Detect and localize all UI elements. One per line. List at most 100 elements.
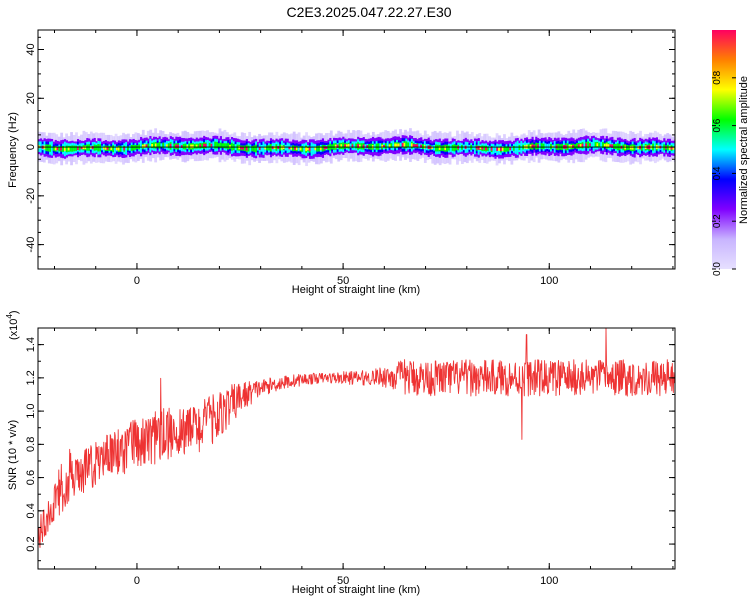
spectrogram-peak-cell (577, 144, 581, 148)
spectrogram-peak-cell (199, 144, 202, 148)
spectrogram-cell (590, 141, 594, 148)
spectrogram-cell (160, 143, 163, 148)
spectrogram-peak-cell (589, 143, 592, 146)
spectrogram-peak-cell (273, 146, 276, 149)
spectrogram-cell (75, 145, 78, 151)
snr-multiplier-base: (x10 (8, 319, 20, 340)
spectrogram-peak-cell (531, 144, 534, 149)
spectrogram-cell (164, 142, 167, 149)
spectrogram-peak-cell (67, 147, 70, 151)
spectrogram-cell (149, 141, 152, 150)
spectrogram-cell (442, 145, 445, 152)
spectrogram-peak-cell (117, 147, 120, 151)
spectrogram-cell (360, 143, 363, 150)
snr-panel: 0 50 100 0.2 0.4 0.6 0.8 1.0 1.2 1.4 Height of st… (5, 310, 676, 596)
spectrogram-peak-cell (637, 146, 640, 150)
spectrogram-cell (158, 141, 161, 149)
spectrogram-cell (433, 145, 436, 151)
spectrogram-cell (101, 145, 104, 151)
spectrogram-peak-cell (314, 147, 317, 151)
spectrogram-peak-cell (533, 145, 536, 148)
spectrogram-cell (440, 145, 443, 151)
snr-x-tick-label: 50 (337, 575, 349, 587)
spectrogram-peak-cell (56, 147, 59, 151)
spectrogram-peak-cell (416, 144, 419, 148)
spectrogram-peak-cell (242, 146, 245, 150)
spectrogram-peak-cell (210, 143, 213, 147)
spectrogram-cell (455, 144, 458, 151)
spectrogram-peak-cell (191, 144, 195, 149)
spectrogram-peak-cell (307, 147, 310, 151)
spectrogram-peak-cell (110, 147, 113, 150)
spectrogram-axes: 0 50 100 40 20 0 -20 -40 (25, 30, 675, 287)
spectrogram-cell (49, 144, 52, 152)
spectrogram-peak-cell (358, 144, 362, 148)
spectrogram-peak-cell (431, 146, 434, 149)
spectrogram-cell (627, 145, 631, 150)
spectrogram-cell (208, 142, 211, 148)
spectrogram-cell (390, 143, 393, 148)
spectrogram-peak-cell (490, 147, 493, 151)
spectrogram-peak-cell (340, 144, 343, 148)
spectrogram-cell (576, 143, 579, 149)
spectrogram-cell (221, 143, 224, 148)
spectrogram-peak-cell (609, 144, 612, 148)
spectrogram-peak-cell (336, 144, 339, 148)
snr-y-tick-label: 0.6 (25, 470, 37, 485)
snr-frame (37, 327, 676, 570)
spectrogram-cell (225, 143, 228, 149)
spectrogram-cell (492, 146, 495, 153)
spectrogram-peak-cell (444, 146, 447, 151)
spectrogram-cell (47, 144, 50, 152)
spectrogram-cell (338, 142, 341, 150)
spectrogram-peak-cell (397, 143, 401, 147)
spectrogram-cell (147, 143, 150, 149)
spectrogram-cell (173, 143, 176, 149)
spectrogram-cell (112, 145, 115, 153)
spectrogram-peak-cell (477, 145, 480, 150)
spectrogram-cell (275, 144, 278, 151)
spectrogram-cell (50, 144, 54, 153)
snr-x-tick-label: 100 (540, 575, 558, 587)
spectrogram-cell (544, 143, 547, 150)
spectrogram-cell (635, 145, 638, 151)
spectrogram-peak-cell (403, 142, 406, 147)
spectrogram-peak-cell (204, 143, 208, 147)
spectrogram-cell (279, 144, 282, 151)
spectrogram-peak-cell (357, 144, 360, 149)
spectrogram-cell (125, 144, 128, 153)
spectrogram-cell (594, 142, 597, 148)
spectrogram-x-tick-label: 0 (134, 275, 140, 287)
spectrogram-cell (303, 145, 306, 153)
spectrogram-cell (321, 144, 325, 152)
spectrogram-cell (262, 144, 265, 152)
spectrogram-cell (512, 145, 516, 151)
spectrogram-cell (483, 145, 486, 152)
spectrogram-peak-cell (611, 144, 614, 148)
spectrogram-cell (613, 143, 616, 149)
spectrogram-cell (268, 145, 271, 151)
spectrogram-peak-cell (190, 144, 193, 149)
spectrogram-peak-cell (629, 146, 633, 150)
spectrogram-cell (188, 143, 191, 150)
spectrogram-cell (219, 142, 222, 149)
spectrogram-peak-cell (412, 144, 415, 147)
spectrogram-cell (342, 142, 345, 150)
spectrogram-cell (538, 143, 542, 149)
spectrogram-peak-cell (323, 146, 326, 150)
spectrogram-cell (332, 143, 336, 150)
snr-y-tick-label: 0.2 (25, 536, 37, 551)
spectrogram-cell (377, 143, 380, 150)
spectrogram-cell (223, 143, 226, 149)
spectrogram-peak-cell (245, 146, 248, 151)
spectrogram-peak-cell (410, 143, 414, 148)
spectrogram-cell (127, 146, 130, 151)
spectrogram-cell (214, 141, 217, 149)
spectrogram-peak-cell (485, 147, 488, 151)
spectrogram-cell (353, 143, 356, 149)
spectrogram-cell (364, 144, 367, 149)
spectrogram-peak-cell (381, 144, 384, 149)
spectrogram-peak-cell (84, 146, 87, 150)
spectrogram-peak-cell (104, 146, 107, 150)
spectrogram-peak-cell (585, 143, 588, 147)
